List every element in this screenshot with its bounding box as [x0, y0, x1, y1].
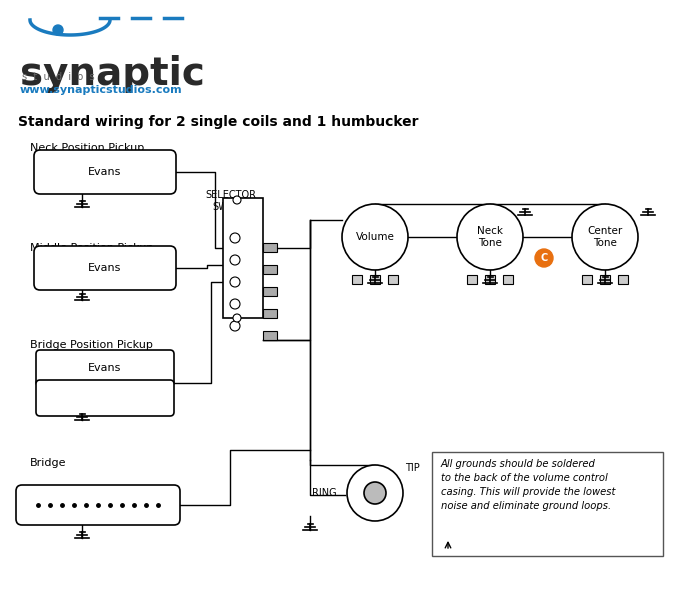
- Circle shape: [342, 204, 408, 270]
- FancyBboxPatch shape: [370, 275, 380, 284]
- FancyBboxPatch shape: [503, 275, 513, 284]
- Circle shape: [364, 482, 386, 504]
- Circle shape: [230, 277, 240, 287]
- FancyBboxPatch shape: [263, 331, 277, 340]
- FancyBboxPatch shape: [600, 275, 610, 284]
- FancyBboxPatch shape: [388, 275, 398, 284]
- Text: Neck
Tone: Neck Tone: [477, 226, 503, 248]
- Circle shape: [572, 204, 638, 270]
- Text: C: C: [541, 253, 548, 263]
- Text: Evans: Evans: [89, 167, 122, 177]
- FancyBboxPatch shape: [36, 380, 174, 416]
- Text: Bridge: Bridge: [30, 458, 67, 468]
- FancyBboxPatch shape: [34, 150, 176, 194]
- Circle shape: [230, 299, 240, 309]
- FancyBboxPatch shape: [36, 350, 174, 386]
- FancyBboxPatch shape: [432, 452, 663, 556]
- FancyBboxPatch shape: [16, 485, 180, 525]
- FancyBboxPatch shape: [263, 243, 277, 252]
- FancyBboxPatch shape: [467, 275, 477, 284]
- Text: RING: RING: [312, 488, 336, 498]
- FancyBboxPatch shape: [582, 275, 592, 284]
- FancyBboxPatch shape: [618, 275, 628, 284]
- Text: Standard wiring for 2 single coils and 1 humbucker: Standard wiring for 2 single coils and 1…: [18, 115, 419, 129]
- Text: Bridge Position Pickup: Bridge Position Pickup: [30, 340, 153, 350]
- Circle shape: [230, 233, 240, 243]
- FancyBboxPatch shape: [263, 265, 277, 274]
- Circle shape: [233, 314, 241, 322]
- Text: Evans: Evans: [89, 363, 122, 373]
- Text: Middle Position Pickup: Middle Position Pickup: [30, 243, 153, 253]
- Text: www.synapticstudios.com: www.synapticstudios.com: [20, 85, 183, 95]
- Text: Center
Tone: Center Tone: [588, 226, 622, 248]
- Circle shape: [347, 465, 403, 521]
- Circle shape: [233, 196, 241, 204]
- Text: Neck Position Pickup: Neck Position Pickup: [30, 143, 144, 153]
- FancyBboxPatch shape: [34, 246, 176, 290]
- FancyBboxPatch shape: [263, 309, 277, 318]
- Text: synaptic: synaptic: [20, 55, 205, 93]
- Text: Evans: Evans: [89, 263, 122, 273]
- FancyBboxPatch shape: [352, 275, 362, 284]
- Text: s  t  u  d  i  o  s: s t u d i o s: [22, 72, 95, 82]
- Text: All grounds should be soldered
to the back of the volume control
casing. This wi: All grounds should be soldered to the ba…: [441, 459, 616, 511]
- Circle shape: [230, 255, 240, 265]
- Circle shape: [457, 204, 523, 270]
- FancyBboxPatch shape: [263, 287, 277, 296]
- FancyBboxPatch shape: [223, 198, 263, 318]
- Text: SELECTOR
SWITCH: SELECTOR SWITCH: [206, 190, 257, 212]
- Circle shape: [53, 25, 63, 35]
- FancyBboxPatch shape: [485, 275, 495, 284]
- Circle shape: [230, 321, 240, 331]
- Text: Volume: Volume: [355, 232, 394, 242]
- Circle shape: [535, 249, 553, 267]
- Text: TIP: TIP: [405, 463, 419, 473]
